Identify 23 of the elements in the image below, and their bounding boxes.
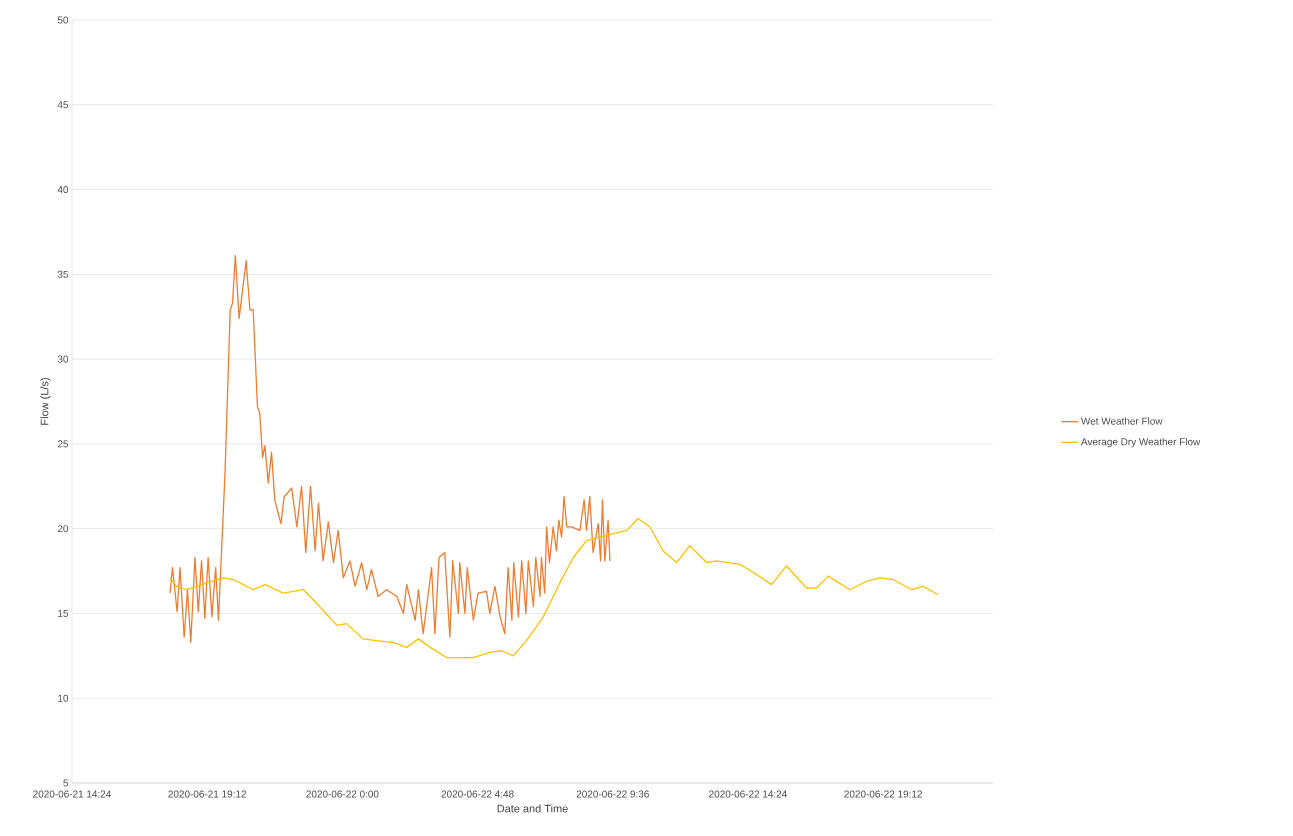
y-tick-label: 45: [57, 101, 69, 109]
line-series: [169, 517, 939, 659]
y-tick-label: 15: [58, 609, 69, 617]
x-tick-label: 2020-06-22 9:36: [576, 790, 649, 798]
x-tick-label: 2020-06-21 14:24: [33, 790, 112, 798]
y-tick-label: 5: [63, 779, 69, 787]
line-series: [169, 255, 611, 643]
x-tick-label: 2020-06-21 19:12: [168, 790, 247, 798]
x-axis-title: Date and Time: [497, 804, 568, 813]
y-tick-label: 10: [58, 694, 69, 702]
x-tick-label: 2020-06-22 14:24: [709, 790, 787, 798]
x-tick-label: 2020-06-22 19:12: [844, 790, 922, 798]
legend-label: Average Dry Weather Flow: [1080, 437, 1201, 448]
y-tick-label: 35: [57, 270, 69, 278]
y-tick-label: 20: [57, 525, 69, 533]
y-tick-label: 25: [57, 440, 69, 448]
x-tick-label: 2020-06-22 4:48: [441, 790, 514, 798]
y-tick-label: 40: [57, 186, 69, 194]
y-tick-label: 30: [57, 355, 69, 363]
y-axis-title: Flow (L/s): [40, 378, 51, 425]
y-tick-label: 50: [57, 16, 69, 24]
x-tick-label: 2020-06-22 0:00: [306, 790, 379, 798]
legend-label: Wet Weather Flow: [1081, 417, 1163, 425]
